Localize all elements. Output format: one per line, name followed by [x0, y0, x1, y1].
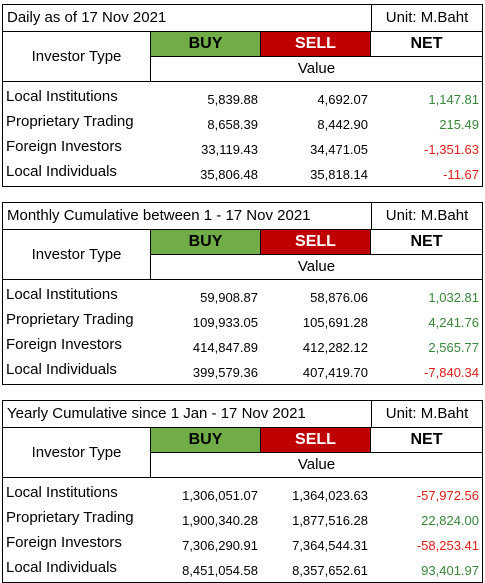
unit-label: Unit: M.Baht: [385, 9, 469, 26]
table-title-row: Daily as of 17 Nov 2021 Unit: M.Baht: [3, 5, 482, 32]
table-row: Local Institutions 1,306,051.07 1,364,023.…: [3, 480, 482, 505]
sell-value: 34,471.05: [310, 141, 368, 157]
summary-table: Yearly Cumulative since 1 Jan - 17 Nov 2…: [2, 400, 483, 583]
summary-table: Monthly Cumulative between 1 - 17 Nov 20…: [2, 202, 483, 385]
table-row: Proprietary Trading 109,933.05 105,691.28 4…: [3, 307, 482, 332]
sell-value: 58,876.06: [310, 289, 368, 305]
investor-type-cell: Proprietary Trading: [6, 310, 134, 328]
buy-value: 1,900,340.28: [182, 512, 258, 528]
sell-value: 1,877,516.28: [292, 512, 368, 528]
unit-label: Unit: M.Baht: [385, 207, 469, 224]
net-value: -1,351.63: [424, 141, 479, 157]
sell-header: SELL: [261, 428, 371, 452]
sell-value: 7,364,544.31: [292, 537, 368, 553]
table-title-row: Yearly Cumulative since 1 Jan - 17 Nov 2…: [3, 401, 482, 428]
table-header: Investor Type BUY SELL NET Value: [3, 428, 482, 478]
net-value: 215.49: [439, 116, 479, 132]
investor-type-cell: Local Individuals: [6, 558, 117, 576]
sell-value: 35,818.14: [310, 166, 368, 182]
table-row: Foreign Investors 414,847.89 412,282.12 2,5…: [3, 332, 482, 357]
table-header: Investor Type BUY SELL NET Value: [3, 230, 482, 280]
investor-type-cell: Local Institutions: [6, 483, 118, 501]
buy-value: 33,119.43: [201, 141, 258, 157]
sell-header: SELL: [261, 32, 371, 56]
net-header: NET: [410, 233, 443, 250]
net-value: 2,565.77: [428, 339, 479, 355]
table-row: Local Institutions 59,908.87 58,876.06 1,03…: [3, 282, 482, 307]
sell-value: 105,691.28: [302, 314, 368, 330]
buy-value: 7,306,290.91: [182, 537, 258, 553]
investor-type-header: Investor Type: [3, 32, 151, 81]
net-value: 4,241.76: [428, 314, 479, 330]
table-title: Daily as of 17 Nov 2021: [3, 5, 372, 31]
investor-type-cell: Proprietary Trading: [6, 112, 134, 130]
net-value: 93,401.97: [421, 562, 479, 578]
sell-value: 8,442.90: [317, 116, 368, 132]
investor-type-cell: Proprietary Trading: [6, 508, 134, 526]
table-body: Local Institutions 5,839.88 4,692.07 1,147.…: [3, 82, 482, 186]
net-value: 1,147.81: [428, 91, 479, 107]
investor-type-cell: Local Individuals: [6, 162, 117, 180]
investor-type-header: Investor Type: [3, 428, 151, 477]
table-row: Local Individuals 8,451,054.58 8,357,652.6…: [3, 555, 482, 580]
value-header: Value: [297, 60, 336, 77]
value-header: Value: [297, 258, 336, 275]
buy-header: BUY: [151, 428, 261, 452]
buy-value: 35,806.48: [200, 166, 258, 182]
table-row: Local Individuals 35,806.48 35,818.14 -11.6…: [3, 159, 482, 184]
table-row: Local Individuals 399,579.36 407,419.70 -7,…: [3, 357, 482, 382]
investor-type-cell: Foreign Investors: [6, 137, 122, 155]
sell-value: 407,419.70: [302, 364, 368, 380]
net-value: -7,840.34: [424, 364, 479, 380]
sell-value: 1,364,023.63: [292, 487, 368, 503]
buy-value: 414,847.89: [192, 339, 258, 355]
unit-label: Unit: M.Baht: [385, 405, 469, 422]
investor-type-cell: Local Institutions: [6, 87, 118, 105]
sell-value: 4,692.07: [317, 91, 368, 107]
net-value: 22,824.00: [421, 512, 479, 528]
buy-value: 5,839.88: [207, 91, 258, 107]
table-header: Investor Type BUY SELL NET Value: [3, 32, 482, 82]
investor-type-header: Investor Type: [3, 230, 151, 279]
table-row: Foreign Investors 7,306,290.91 7,364,544.3…: [3, 530, 482, 555]
table-row: Proprietary Trading 1,900,340.28 1,877,516…: [3, 505, 482, 530]
table-title: Monthly Cumulative between 1 - 17 Nov 20…: [3, 203, 372, 229]
table-body: Local Institutions 59,908.87 58,876.06 1,03…: [3, 280, 482, 384]
buy-value: 1,306,051.07: [182, 487, 258, 503]
sell-header: SELL: [261, 230, 371, 254]
net-value: -57,972.56: [416, 487, 479, 503]
buy-value: 109,933.05: [192, 314, 258, 330]
table-row: Proprietary Trading 8,658.39 8,442.90 215.4…: [3, 109, 482, 134]
net-header: NET: [410, 431, 443, 448]
net-value: -58,253.41: [416, 537, 479, 553]
investor-type-cell: Foreign Investors: [6, 533, 122, 551]
net-value: -11.67: [443, 166, 479, 182]
investor-type-cell: Local Individuals: [6, 360, 117, 378]
table-row: Local Institutions 5,839.88 4,692.07 1,147.…: [3, 84, 482, 109]
sell-value: 412,282.12: [302, 339, 368, 355]
buy-header: BUY: [151, 32, 261, 56]
table-title: Yearly Cumulative since 1 Jan - 17 Nov 2…: [3, 401, 372, 427]
buy-value: 8,658.39: [207, 116, 258, 132]
buy-value: 59,908.87: [200, 289, 258, 305]
table-body: Local Institutions 1,306,051.07 1,364,023.…: [3, 478, 482, 582]
investor-type-cell: Local Institutions: [6, 285, 118, 303]
investor-type-cell: Foreign Investors: [6, 335, 122, 353]
net-header: NET: [410, 35, 443, 52]
buy-value: 399,579.36: [192, 364, 258, 380]
net-value: 1,032.81: [428, 289, 479, 305]
buy-header: BUY: [151, 230, 261, 254]
summary-table: Daily as of 17 Nov 2021 Unit: M.Baht Inves…: [2, 4, 483, 187]
sell-value: 8,357,652.61: [292, 562, 368, 578]
table-title-row: Monthly Cumulative between 1 - 17 Nov 20…: [3, 203, 482, 230]
buy-value: 8,451,054.58: [182, 562, 258, 578]
value-header: Value: [297, 456, 336, 473]
table-row: Foreign Investors 33,119.43 34,471.05 -1,35…: [3, 134, 482, 159]
